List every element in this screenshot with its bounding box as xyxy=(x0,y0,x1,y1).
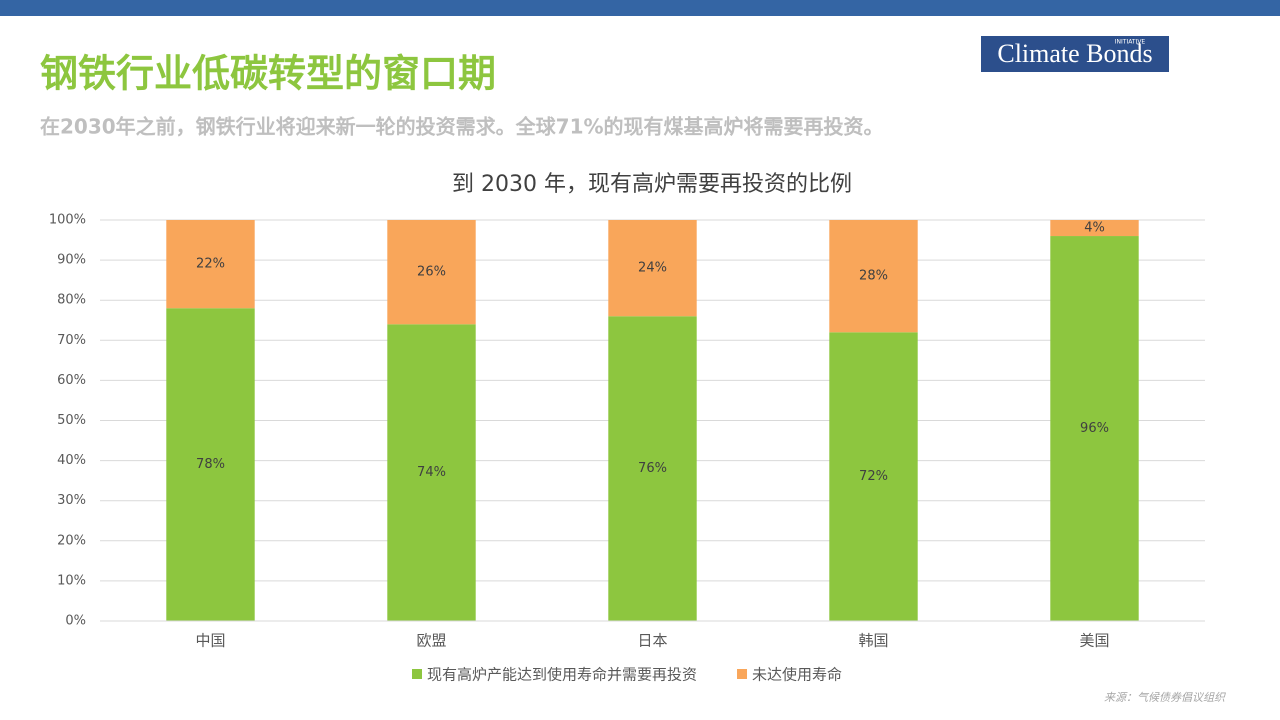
data-label: 78% xyxy=(196,457,225,472)
x-tick-label: 欧盟 xyxy=(416,632,446,650)
data-label: 76% xyxy=(638,461,667,476)
legend-label: 未达使用寿命 xyxy=(752,666,842,684)
y-tick-label: 0% xyxy=(65,614,86,629)
bar-segment xyxy=(608,316,697,621)
data-label: 4% xyxy=(1084,221,1105,236)
logo-small: INITIATIVE xyxy=(1115,39,1146,46)
legend-label: 现有高炉产能达到使用寿命并需要再投资 xyxy=(427,666,697,684)
x-tick-label: 韩国 xyxy=(858,632,888,650)
y-tick-label: 60% xyxy=(57,373,86,388)
data-label: 22% xyxy=(196,257,225,272)
bar-segment xyxy=(387,220,476,325)
slide-subtitle: 在2030年之前，钢铁行业将迎来新一轮的投资需求。全球71%的现有煤基高炉将需要… xyxy=(40,115,884,139)
bar-segment xyxy=(387,324,476,621)
legend-swatch xyxy=(412,669,422,679)
legend-swatch xyxy=(737,669,748,679)
x-tick-label: 中国 xyxy=(195,632,225,650)
bar-segment xyxy=(829,220,918,333)
data-label: 96% xyxy=(1080,421,1109,436)
slide-title: 钢铁行业低碳转型的窗口期 xyxy=(40,52,496,96)
y-tick-label: 100% xyxy=(49,213,86,228)
top-bar xyxy=(0,0,1280,16)
x-tick-label: 日本 xyxy=(637,632,667,650)
bar-segment xyxy=(1050,236,1139,622)
source: 来源：气候债券倡议组织 xyxy=(1104,691,1226,704)
y-tick-label: 20% xyxy=(57,533,86,548)
y-tick-label: 40% xyxy=(57,453,86,468)
data-label: 28% xyxy=(859,269,888,284)
data-label: 26% xyxy=(417,265,446,280)
data-label: 74% xyxy=(417,465,446,480)
data-label: 72% xyxy=(859,469,888,484)
x-tick-label: 美国 xyxy=(1079,632,1109,650)
logo-text: Climate Bonds xyxy=(997,39,1152,68)
y-tick-label: 90% xyxy=(57,253,86,268)
bar-segment xyxy=(166,220,255,309)
y-tick-label: 30% xyxy=(57,493,86,508)
y-tick-label: 80% xyxy=(57,293,86,308)
bar-segment xyxy=(608,220,697,317)
data-label: 24% xyxy=(638,261,667,276)
bar-segment xyxy=(166,308,255,621)
y-tick-label: 70% xyxy=(57,333,86,348)
logo xyxy=(981,36,1169,72)
y-tick-label: 10% xyxy=(57,573,86,588)
bar-segment xyxy=(829,332,918,621)
y-tick-label: 50% xyxy=(57,413,86,428)
chart-title: 到 2030 年，现有高炉需要再投资的比例 xyxy=(452,172,852,197)
bar-segment xyxy=(1050,220,1139,237)
